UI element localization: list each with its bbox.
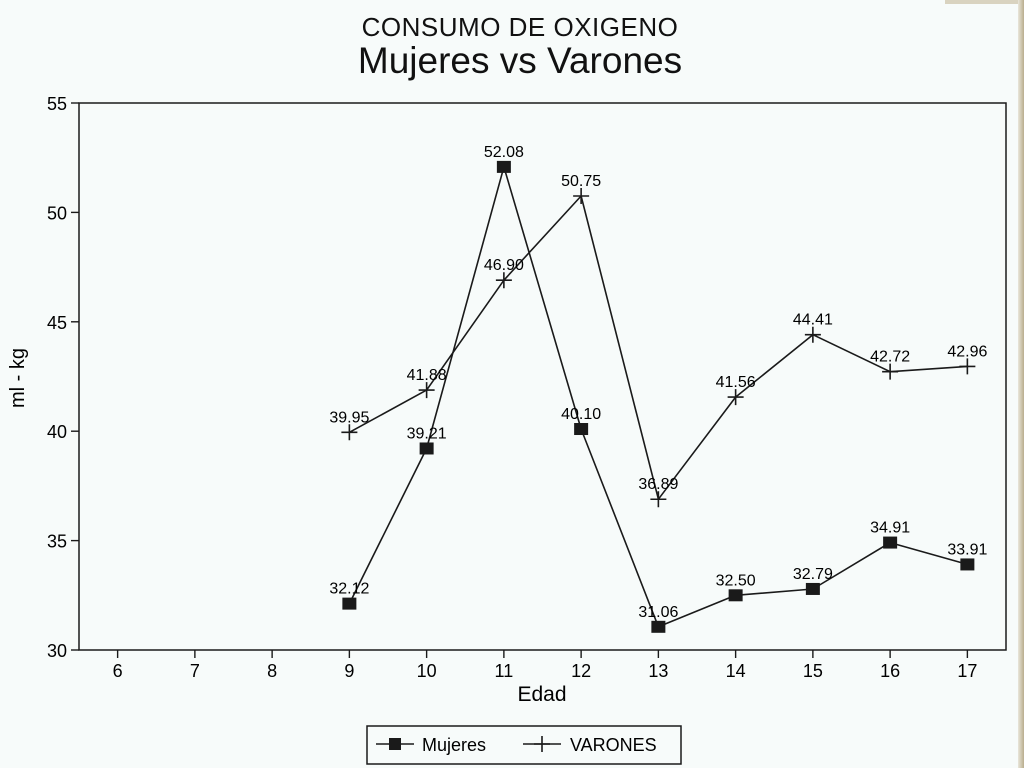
data-label: 41.88 [407, 367, 447, 384]
data-label: 42.96 [947, 343, 987, 360]
series-line-varones [349, 195, 968, 501]
plot-frame [78, 102, 1007, 651]
scan-edge-right [1018, 0, 1024, 768]
data-point-square [342, 597, 357, 610]
y-axis: 30 35 40 45 50 55 [47, 94, 79, 661]
data-point-plus [882, 363, 899, 380]
x-tick-label: 15 [803, 661, 823, 681]
data-label: 42.72 [870, 349, 910, 366]
data-point-square [883, 536, 898, 549]
y-tick-label: 45 [47, 313, 67, 333]
data-label: 39.95 [329, 409, 369, 426]
x-tick-label: 7 [190, 661, 200, 681]
legend-marker-mujeres [389, 738, 401, 750]
x-axis: 6 7 8 9 10 11 12 13 14 15 16 17 [113, 650, 977, 681]
data-point-plus [418, 382, 435, 399]
data-point-square [728, 589, 743, 602]
legend-box [366, 725, 682, 765]
y-tick-label: 40 [47, 422, 67, 442]
x-tick-label: 10 [417, 661, 437, 681]
y-tick-label: 30 [47, 641, 67, 661]
data-point-plus [573, 187, 590, 204]
data-label: 52.08 [484, 144, 524, 161]
x-tick-label: 11 [495, 661, 514, 681]
data-point-plus [959, 358, 976, 375]
legend-marker-varones [534, 736, 550, 752]
data-point-square [651, 620, 666, 633]
series-line-mujeres [348, 166, 968, 628]
x-tick-label: 13 [648, 661, 668, 681]
data-label: 32.12 [329, 581, 369, 598]
data-label: 40.10 [561, 406, 601, 423]
x-tick-label: 16 [880, 661, 900, 681]
x-tick-label: 17 [957, 661, 977, 681]
data-point-square [960, 558, 975, 571]
x-tick-label: 14 [726, 661, 746, 681]
series-varones: 39.95 41.88 46.90 50.75 36.89 41.56 44.41 42.72… [329, 173, 987, 508]
y-tick-label: 55 [47, 94, 67, 114]
data-point-square [805, 582, 820, 595]
data-label: 32.79 [793, 566, 833, 583]
legend-label-mujeres: Mujeres [422, 735, 486, 755]
chart-title: CONSUMO DE OXIGENO [361, 12, 679, 42]
y-tick-label: 35 [47, 532, 67, 552]
data-point-plus [727, 389, 744, 406]
data-label: 50.75 [561, 173, 601, 190]
data-label: 41.56 [716, 374, 756, 391]
data-point-plus [804, 326, 821, 343]
data-label: 31.06 [638, 604, 678, 621]
data-point-square [574, 423, 589, 436]
x-tick-label: 8 [267, 661, 277, 681]
series-layer: 32.12 39.21 52.08 40.10 31.06 32.50 32.79 34.91… [329, 144, 987, 633]
data-point-plus [495, 272, 512, 289]
legend-label-varones: VARONES [570, 735, 657, 755]
x-tick-label: 9 [344, 661, 354, 681]
data-label: 34.91 [870, 520, 910, 537]
y-tick-label: 50 [47, 203, 67, 223]
scan-edge-top [945, 0, 1024, 4]
data-label: 33.91 [947, 541, 987, 558]
data-point-square [496, 160, 511, 173]
data-point-square [419, 442, 434, 455]
x-tick-label: 6 [113, 661, 123, 681]
data-label: 36.89 [638, 476, 678, 493]
data-label: 44.41 [793, 312, 833, 329]
data-label: 32.50 [716, 572, 756, 589]
data-label: 46.90 [484, 257, 524, 274]
chart-subtitle: Mujeres vs Varones [357, 40, 683, 81]
data-point-plus [650, 491, 667, 508]
x-axis-label: Edad [517, 683, 566, 706]
data-label: 39.21 [407, 425, 447, 442]
y-axis-label: ml - kg [7, 348, 29, 408]
legend: Mujeres VARONES [366, 725, 682, 765]
data-point-plus [341, 424, 358, 441]
x-tick-label: 12 [571, 661, 591, 681]
